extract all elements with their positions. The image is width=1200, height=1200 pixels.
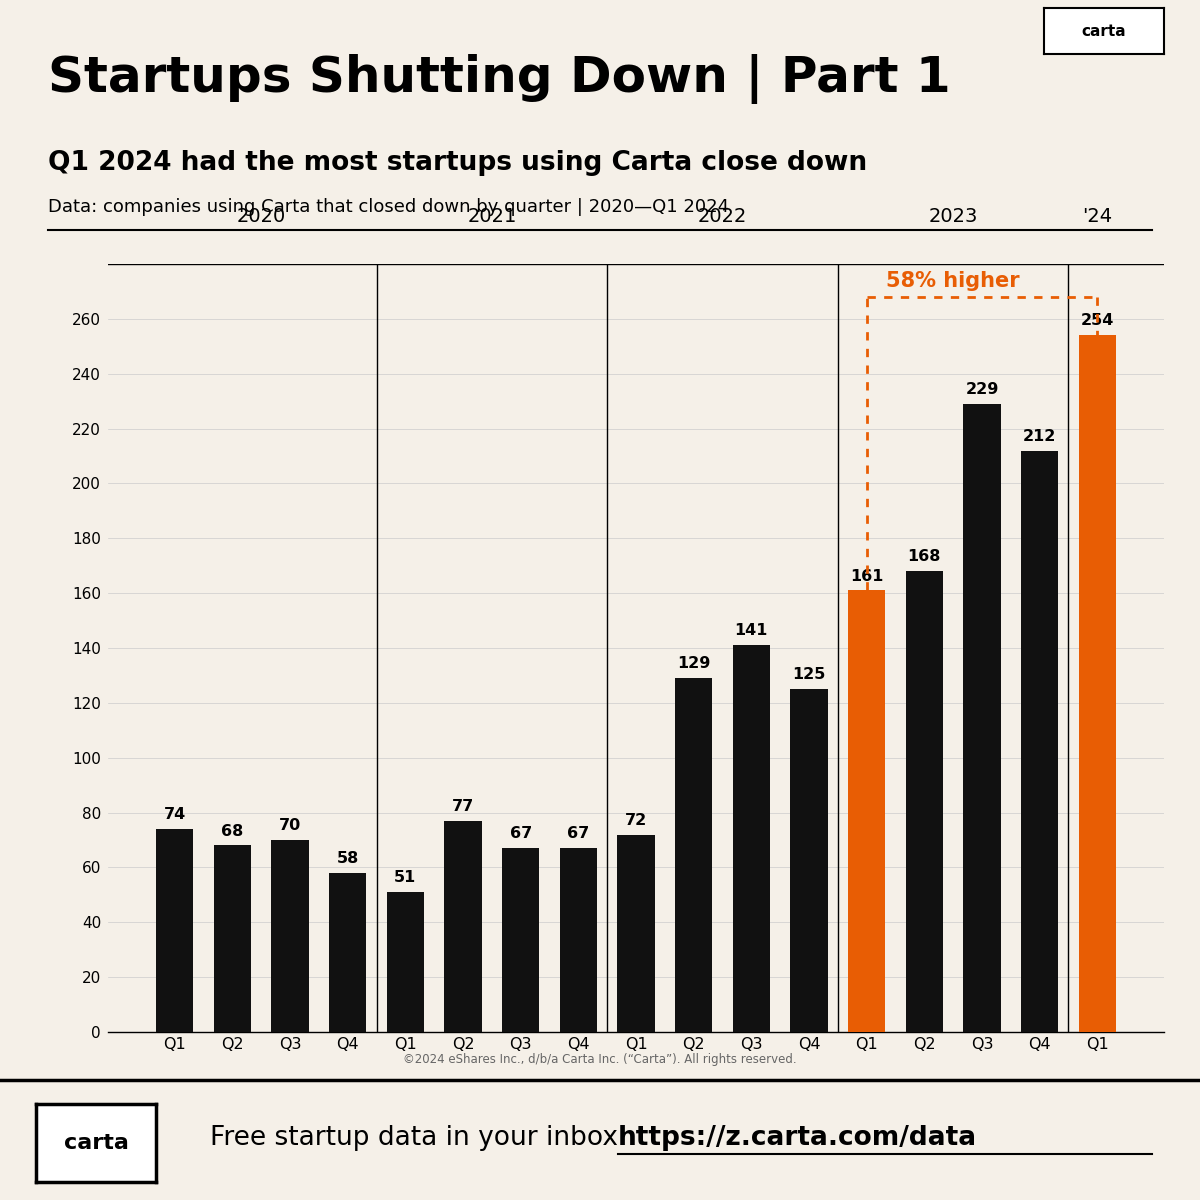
- Bar: [674, 678, 713, 1032]
- Bar: [271, 840, 308, 1032]
- Bar: [964, 404, 1001, 1032]
- Bar: [1079, 335, 1116, 1032]
- Text: 2020: 2020: [236, 206, 286, 226]
- Text: 67: 67: [510, 827, 532, 841]
- Bar: [156, 829, 193, 1032]
- Bar: [444, 821, 481, 1032]
- Bar: [848, 590, 886, 1032]
- Text: 141: 141: [734, 623, 768, 638]
- Bar: [1021, 450, 1058, 1032]
- Text: 2022: 2022: [697, 206, 748, 226]
- Text: 254: 254: [1080, 313, 1114, 329]
- Bar: [329, 872, 366, 1032]
- Text: 74: 74: [163, 808, 186, 822]
- Text: 51: 51: [395, 870, 416, 886]
- Text: 125: 125: [792, 667, 826, 683]
- Bar: [791, 689, 828, 1032]
- Text: '24: '24: [1082, 206, 1112, 226]
- Text: 161: 161: [850, 569, 883, 583]
- Text: 212: 212: [1022, 428, 1056, 444]
- Bar: [732, 646, 770, 1032]
- Text: carta: carta: [1081, 24, 1127, 38]
- Text: Q1 2024 had the most startups using Carta close down: Q1 2024 had the most startups using Cart…: [48, 150, 868, 176]
- Text: carta: carta: [64, 1133, 128, 1153]
- Text: 70: 70: [278, 818, 301, 833]
- Bar: [559, 848, 598, 1032]
- Text: 58% higher: 58% higher: [887, 271, 1020, 292]
- Bar: [906, 571, 943, 1032]
- Text: 229: 229: [965, 382, 998, 397]
- Text: 67: 67: [568, 827, 589, 841]
- Text: Data: companies using Carta that closed down by quarter | 2020—Q1 2024: Data: companies using Carta that closed …: [48, 198, 730, 216]
- Bar: [617, 834, 655, 1032]
- Text: Free startup data in your inbox:: Free startup data in your inbox:: [210, 1124, 628, 1151]
- Bar: [386, 892, 424, 1032]
- Text: 129: 129: [677, 656, 710, 671]
- Text: 168: 168: [907, 550, 941, 564]
- Bar: [214, 846, 251, 1032]
- Text: Startups Shutting Down | Part 1: Startups Shutting Down | Part 1: [48, 54, 950, 104]
- Text: 58: 58: [336, 851, 359, 866]
- Text: 2021: 2021: [467, 206, 516, 226]
- Text: 77: 77: [452, 799, 474, 814]
- Text: 72: 72: [625, 812, 647, 828]
- Bar: [502, 848, 540, 1032]
- Text: 68: 68: [221, 823, 244, 839]
- Text: https://z.carta.com/data: https://z.carta.com/data: [618, 1124, 977, 1151]
- Text: ©2024 eShares Inc., d/b/a Carta Inc. (“Carta”). All rights reserved.: ©2024 eShares Inc., d/b/a Carta Inc. (“C…: [403, 1052, 797, 1066]
- Text: 2023: 2023: [929, 206, 978, 226]
